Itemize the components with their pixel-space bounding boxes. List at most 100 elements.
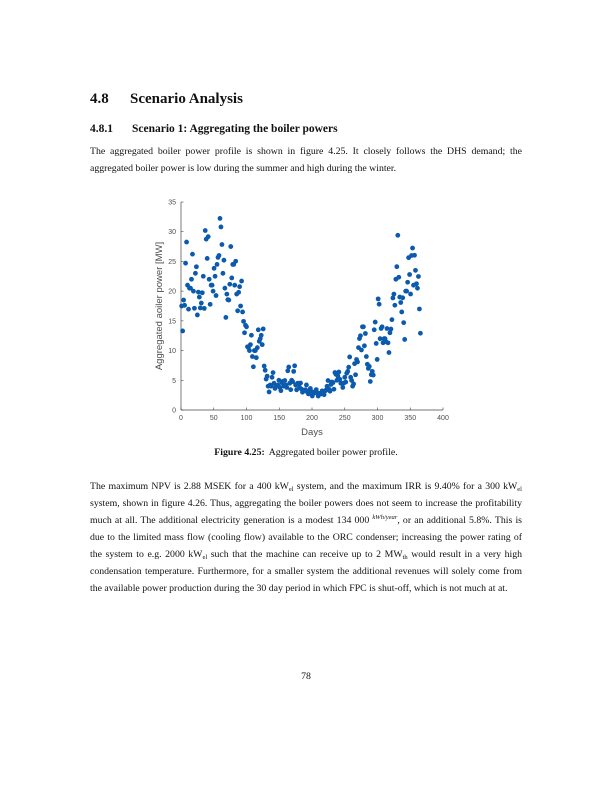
y-tick-label: 0 — [172, 408, 176, 415]
data-point — [232, 282, 238, 288]
data-point — [370, 372, 376, 378]
scatter-chart: 0 50 100 150 200 250 300 350 400 0 5 10 15 20 25 30 35 D… — [154, 200, 449, 439]
data-point — [331, 386, 337, 392]
data-point — [258, 332, 264, 338]
figure-caption: Figure 4.25: Aggregated boiler power prof… — [0, 447, 612, 458]
x-tick-label: 400 — [437, 415, 449, 422]
data-point — [404, 288, 410, 294]
unit-fraction: kWh/year — [372, 514, 398, 521]
data-point — [304, 382, 309, 388]
data-point — [291, 368, 297, 374]
data-point — [327, 388, 333, 394]
x-tick-label: 250 — [339, 415, 351, 422]
data-point — [184, 239, 189, 245]
data-point — [347, 354, 353, 360]
data-point — [351, 381, 356, 387]
data-point — [250, 364, 256, 370]
y-tick-label: 15 — [168, 318, 176, 325]
data-point — [290, 379, 296, 385]
subsection-title: Scenario 1: Aggregating the boiler power… — [132, 123, 338, 135]
data-point — [242, 330, 247, 336]
data-point — [207, 301, 213, 307]
data-point — [349, 378, 355, 383]
data-point — [253, 355, 259, 361]
data-point — [270, 370, 276, 376]
data-point — [188, 285, 193, 291]
data-point — [194, 312, 200, 318]
data-point — [211, 265, 217, 271]
data-point — [197, 305, 203, 311]
data-point — [202, 228, 208, 233]
data-point — [262, 367, 268, 373]
x-tick-label: 200 — [306, 415, 318, 422]
paragraph-intro: The aggregated boiler power profile is s… — [90, 146, 522, 174]
data-point — [260, 326, 266, 332]
section-heading: 4.8 Scenario Analysis — [90, 91, 243, 108]
data-point — [401, 320, 407, 326]
data-point — [374, 357, 380, 362]
data-point — [195, 289, 201, 295]
data-point — [369, 368, 375, 374]
y-tick-label: 30 — [168, 229, 176, 236]
data-point — [240, 309, 245, 315]
data-point — [386, 350, 392, 355]
subscript: th — [402, 554, 408, 561]
y-tick-label: 35 — [168, 200, 176, 207]
data-point — [414, 281, 419, 287]
x-tick-label: 0 — [179, 415, 183, 422]
data-point — [216, 253, 222, 258]
paragraph-text: system, and the maximum IRR is 9.40% for… — [293, 481, 518, 492]
data-point — [200, 273, 206, 279]
data-point — [244, 324, 249, 330]
data-point — [375, 296, 381, 302]
data-point — [417, 306, 422, 312]
data-point — [248, 342, 253, 348]
data-point — [373, 341, 379, 346]
paragraph-text: would result in a very high condensation… — [90, 549, 522, 594]
data-point — [416, 274, 421, 279]
data-point — [359, 347, 364, 353]
data-point — [266, 389, 272, 395]
data-point — [400, 295, 406, 301]
data-point — [220, 270, 226, 276]
data-point — [229, 275, 235, 281]
data-point — [413, 267, 418, 273]
data-point — [343, 379, 349, 385]
data-point — [377, 336, 383, 342]
data-point — [363, 354, 369, 359]
data-point — [198, 300, 204, 306]
data-point — [269, 374, 275, 380]
data-point — [376, 301, 382, 307]
data-point — [264, 373, 270, 379]
data-point — [261, 363, 267, 369]
data-point — [345, 368, 351, 374]
data-point — [181, 297, 187, 303]
data-point — [182, 302, 188, 308]
data-point — [292, 363, 298, 369]
x-tick-label: 100 — [241, 415, 253, 422]
data-point — [346, 364, 352, 370]
data-point — [201, 305, 207, 311]
data-point — [391, 291, 397, 297]
data-point — [192, 305, 197, 311]
paragraph-text: such that the machine can receive up to … — [207, 549, 403, 560]
data-point — [241, 318, 246, 324]
x-axis-label: Days — [301, 427, 323, 438]
data-point — [213, 293, 219, 298]
data-point — [204, 256, 210, 261]
data-point — [268, 383, 274, 389]
data-point — [367, 379, 373, 384]
data-point — [227, 281, 233, 287]
data-point — [325, 378, 331, 383]
data-point — [217, 216, 223, 221]
data-point — [402, 337, 408, 342]
data-point — [186, 306, 191, 312]
data-point — [249, 354, 255, 359]
data-point — [288, 387, 294, 393]
data-point — [412, 252, 417, 258]
data-point — [224, 291, 230, 297]
data-point — [196, 294, 202, 300]
figure-label: Figure 4.25: — [214, 447, 265, 458]
data-point — [405, 279, 411, 285]
